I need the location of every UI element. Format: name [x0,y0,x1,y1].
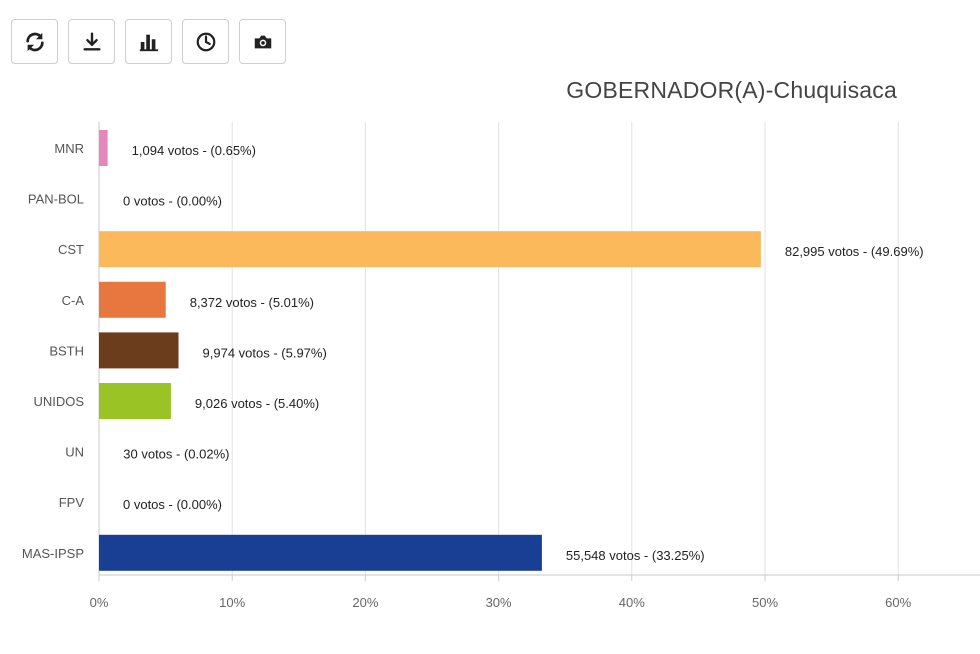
chart-title: GOBERNADOR(A)-Chuquisaca [566,77,897,103]
category-label: C-A [62,293,85,308]
bar [99,130,108,166]
refresh-icon [25,32,44,51]
category-label: UN [65,445,84,460]
bar [99,534,542,571]
x-tick-label: 30% [486,595,512,610]
chart-toolbar [11,19,286,64]
x-tick-label: 20% [352,595,378,610]
data-label: 30 votos - (0.02%) [123,447,229,462]
clock-icon [196,32,215,51]
data-label: 55,548 votos - (33.25%) [566,548,705,563]
data-label: 9,026 votos - (5.40%) [195,396,319,411]
bar-chart-icon [139,34,158,51]
refresh-button[interactable] [11,19,58,64]
x-tick-label: 50% [752,595,778,610]
data-label: 1,094 votos - (0.65%) [132,143,256,158]
category-label: UNIDOS [33,394,84,409]
x-tick-label: 0% [90,595,109,610]
data-label: 0 votos - (0.00%) [123,497,222,512]
bar-chart-button[interactable] [125,19,172,64]
bar [99,332,179,369]
x-tick-label: 10% [219,595,245,610]
history-button[interactable] [182,19,229,64]
data-label: 8,372 votos - (5.01%) [190,295,314,310]
bar [99,383,171,419]
bar [99,231,761,268]
camera-icon [254,35,271,48]
category-label: CST [58,242,84,257]
download-icon [82,32,101,51]
category-label: BSTH [49,343,84,358]
category-label: MNR [54,141,84,156]
x-tick-label: 40% [619,595,645,610]
data-label: 9,974 votos - (5.97%) [203,345,327,360]
data-label: 0 votos - (0.00%) [123,194,222,209]
download-button[interactable] [68,19,115,64]
screenshot-button[interactable] [239,19,286,64]
x-tick-label: 60% [885,595,911,610]
category-label: FPV [59,495,85,510]
bar [99,281,166,318]
data-label: 82,995 votos - (49.69%) [785,244,924,259]
category-label: MAS-IPSP [22,546,84,561]
category-label: PAN-BOL [28,192,84,207]
